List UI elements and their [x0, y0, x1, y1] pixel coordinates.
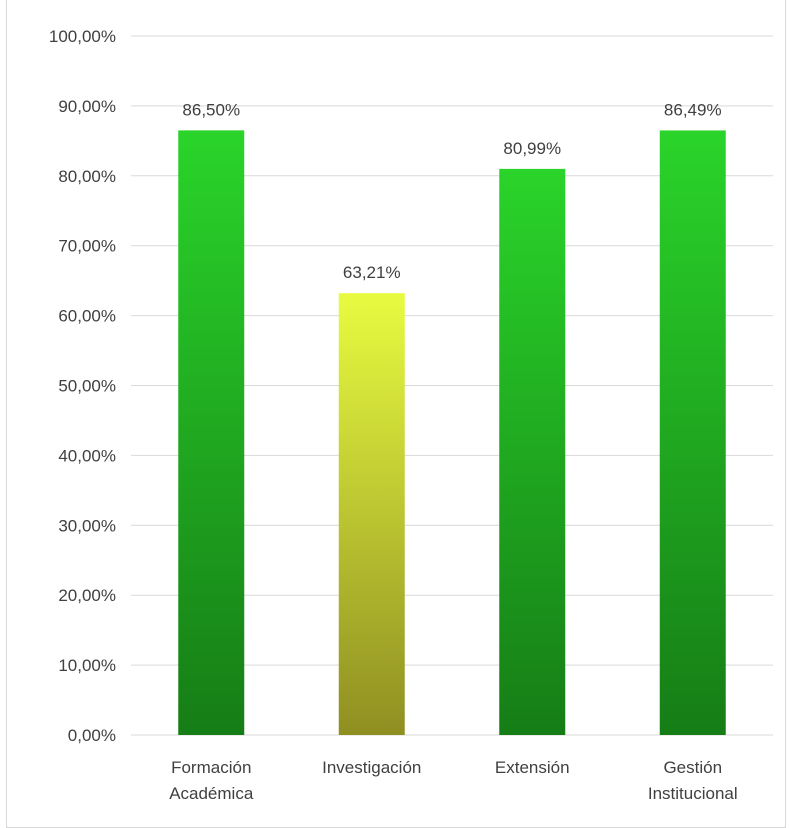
y-tick-label: 0,00% — [68, 726, 116, 745]
y-tick-label: 20,00% — [58, 586, 116, 605]
x-axis-ticks: Formación Académica Investigación Extensión… — [169, 758, 737, 803]
x-tick-label: Formación — [171, 758, 251, 777]
y-tick-label: 40,00% — [58, 446, 116, 465]
data-label: 86,50% — [182, 100, 240, 119]
x-tick-label: Gestión — [663, 758, 722, 777]
data-label: 63,21% — [343, 263, 401, 282]
y-tick-label: 90,00% — [58, 97, 116, 116]
bars — [178, 130, 726, 736]
y-tick-label: 60,00% — [58, 307, 116, 326]
y-tick-label: 80,00% — [58, 167, 116, 186]
data-label: 80,99% — [503, 139, 561, 158]
y-tick-label: 100,00% — [49, 27, 116, 46]
y-tick-label: 70,00% — [58, 237, 116, 256]
data-label: 86,49% — [664, 100, 722, 119]
y-axis-ticks: 0,00% 10,00% 20,00% 30,00% 40,00% 50,00% 60,00… — [49, 27, 116, 745]
x-tick-label: Investigación — [322, 758, 421, 777]
bar — [499, 168, 566, 736]
x-tick-label: Académica — [169, 784, 254, 803]
bar — [178, 130, 245, 736]
y-tick-label: 10,00% — [58, 656, 116, 675]
x-tick-label: Extensión — [495, 758, 570, 777]
y-tick-label: 30,00% — [58, 516, 116, 535]
y-tick-label: 50,00% — [58, 377, 116, 396]
bar — [659, 130, 726, 735]
data-labels: 86,50% 63,21% 80,99% 86,49% — [182, 100, 721, 282]
x-tick-label: Institucional — [648, 784, 738, 803]
bar — [338, 293, 405, 735]
